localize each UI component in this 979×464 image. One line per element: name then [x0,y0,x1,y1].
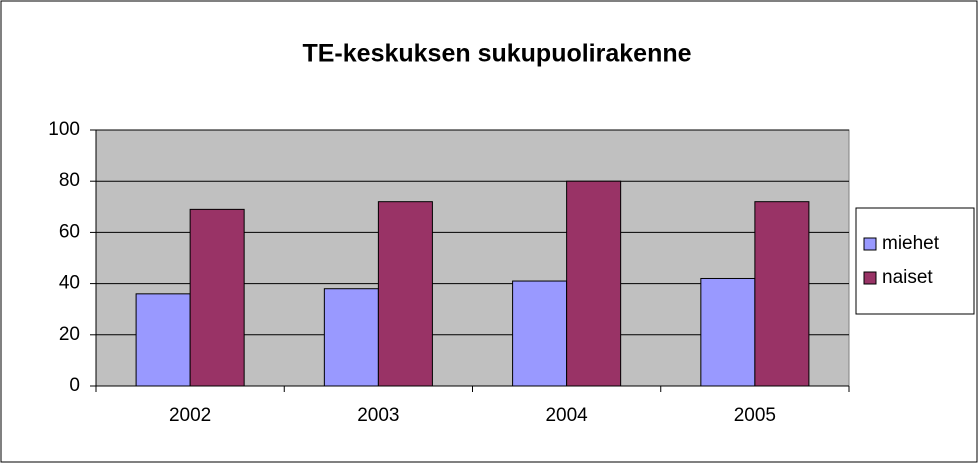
bar [566,180,622,387]
x-tick-label: 2004 [545,405,588,426]
bar [323,288,379,387]
y-tick-label: 0 [69,375,80,396]
bar [700,277,756,387]
y-tick-label: 60 [59,221,80,242]
x-tick-label: 2002 [169,405,211,426]
legend-swatch [863,237,877,251]
bar [135,293,191,387]
bar [512,280,568,387]
chart-title: TE-keskuksen sukupuolirakenne [302,40,691,68]
bar [754,201,810,387]
bar [377,201,433,387]
legend-label: naiset [882,267,933,288]
legend-box [855,207,975,315]
legend-label: miehet [882,233,940,254]
y-tick-label: 100 [48,119,80,140]
bar [189,208,245,387]
legend-swatch [863,271,877,285]
y-tick-label: 40 [59,273,80,294]
y-tick-label: 20 [59,324,80,345]
y-tick-label: 80 [59,170,80,191]
x-tick-label: 2003 [357,405,399,426]
x-tick-label: 2005 [734,405,776,426]
